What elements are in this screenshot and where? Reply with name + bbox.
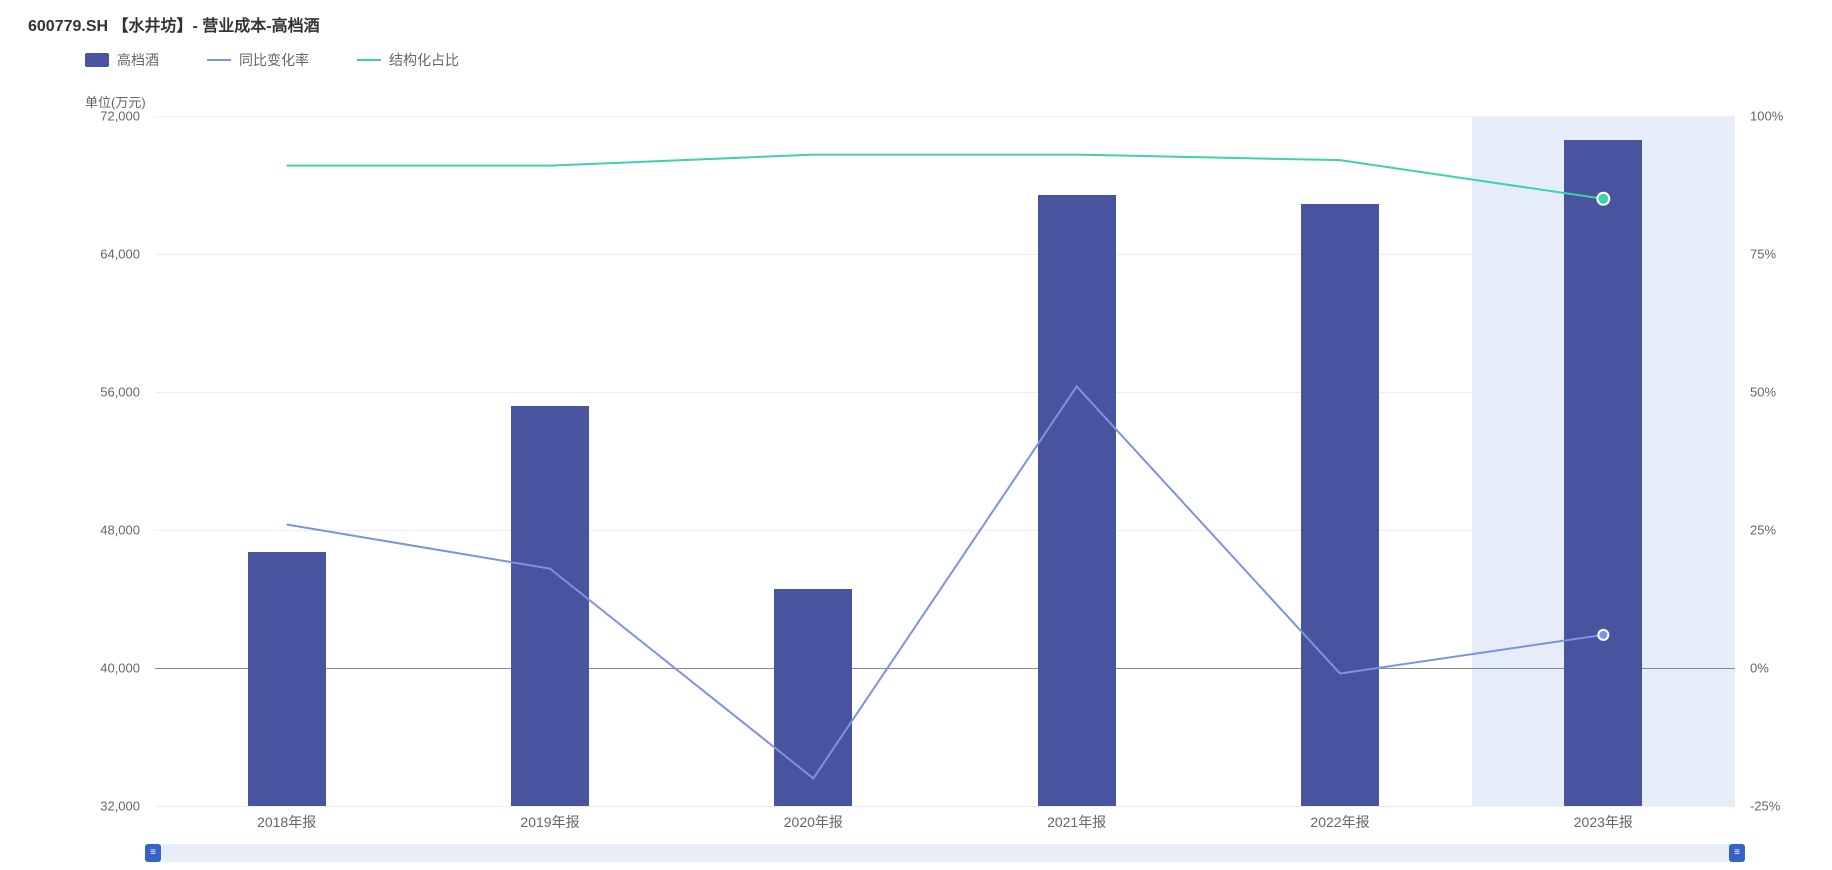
range-slider[interactable] <box>145 844 1745 862</box>
legend: 高档酒 同比变化率 结构化占比 <box>85 50 459 70</box>
x-tick: 2020年报 <box>784 812 843 832</box>
y-tick-left: 32,000 <box>70 799 140 814</box>
y-axis-left: 32,00040,00048,00056,00064,00072,000 <box>70 116 150 806</box>
range-slider-handle-left[interactable] <box>145 844 161 862</box>
line-path <box>287 155 1604 199</box>
y-tick-left: 40,000 <box>70 661 140 676</box>
x-tick: 2023年报 <box>1574 812 1633 832</box>
x-tick: 2019年报 <box>520 812 579 832</box>
y-axis-right: -25%0%25%50%75%100% <box>1740 116 1820 806</box>
legend-swatch-bar <box>85 53 109 67</box>
y-tick-right: 0% <box>1750 661 1820 676</box>
x-axis: 2018年报 2019年报 2020年报 2021年报 2022年报 2023年报 <box>155 812 1735 836</box>
legend-swatch-yoy <box>207 59 231 61</box>
y-tick-left: 64,000 <box>70 247 140 262</box>
y-tick-right: 50% <box>1750 385 1820 400</box>
y-tick-left: 48,000 <box>70 523 140 538</box>
y-tick-right: 25% <box>1750 523 1820 538</box>
line-series <box>155 116 1735 806</box>
y-tick-left: 56,000 <box>70 385 140 400</box>
legend-item-struct[interactable]: 结构化占比 <box>357 50 459 70</box>
y-tick-right: -25% <box>1750 799 1820 814</box>
legend-item-bar[interactable]: 高档酒 <box>85 50 159 70</box>
x-tick: 2021年报 <box>1047 812 1106 832</box>
chart-plot-area <box>155 116 1735 806</box>
legend-label-bar: 高档酒 <box>117 50 159 70</box>
x-tick: 2018年报 <box>257 812 316 832</box>
range-slider-handle-right[interactable] <box>1729 844 1745 862</box>
y-tick-left: 72,000 <box>70 109 140 124</box>
chart-title: 600779.SH 【水井坊】- 营业成本-高档酒 <box>28 12 320 36</box>
line-end-marker <box>1597 193 1609 205</box>
legend-label-struct: 结构化占比 <box>389 50 459 70</box>
line-end-marker <box>1598 630 1608 640</box>
legend-label-yoy: 同比变化率 <box>239 50 309 70</box>
line-path <box>287 386 1604 778</box>
legend-item-yoy[interactable]: 同比变化率 <box>207 50 309 70</box>
y-tick-right: 100% <box>1750 109 1820 124</box>
legend-swatch-struct <box>357 59 381 61</box>
y-tick-right: 75% <box>1750 247 1820 262</box>
x-tick: 2022年报 <box>1310 812 1369 832</box>
